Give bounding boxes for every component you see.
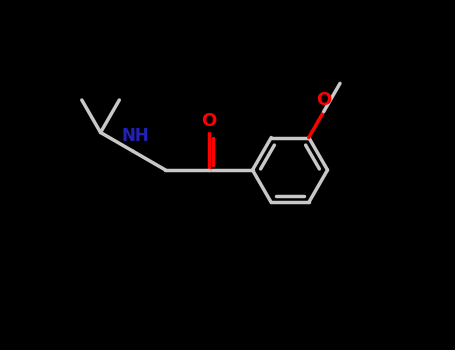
Text: O: O (202, 112, 217, 130)
Text: NH: NH (121, 127, 149, 145)
Text: O: O (316, 91, 331, 109)
